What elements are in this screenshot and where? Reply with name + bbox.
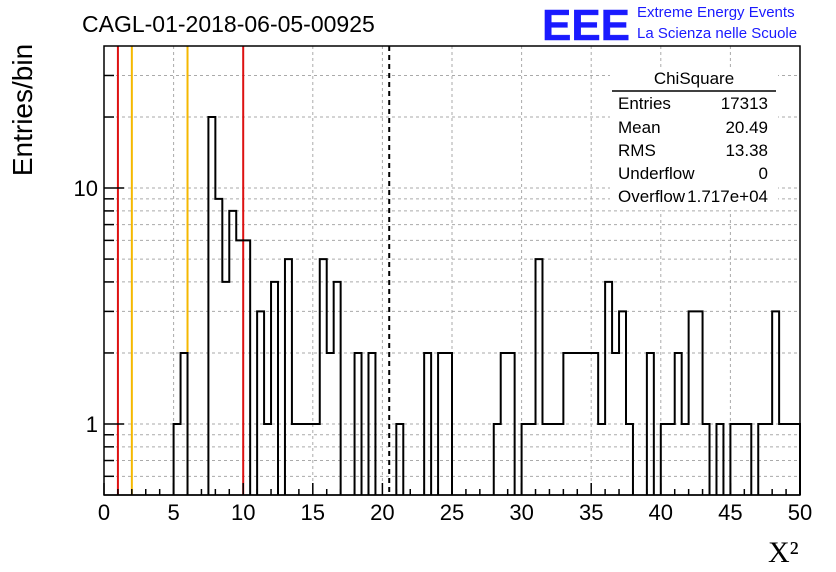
x-tick-label: 20	[370, 500, 394, 525]
y-tick-label: 1	[86, 412, 98, 437]
eee-logo-text: EEE	[542, 1, 630, 50]
stats-label-underflow: Underflow	[618, 164, 695, 183]
eee-logo: EEE	[542, 1, 631, 51]
x-tick-label: 10	[231, 500, 255, 525]
x-tick-label: 0	[98, 500, 110, 525]
stats-value-entries: 17313	[721, 94, 768, 113]
stats-label-mean: Mean	[618, 118, 661, 137]
stats-title: ChiSquare	[654, 69, 734, 88]
stats-value-underflow: 0	[759, 164, 768, 183]
reference-lines	[116, 46, 391, 495]
chart-title: CAGL-01-2018-06-05-00925	[82, 11, 375, 37]
x-tick-label: 35	[579, 500, 603, 525]
x-tick-label: 5	[167, 500, 179, 525]
stats-value-mean: 20.49	[725, 118, 768, 137]
stats-label-rms: RMS	[618, 141, 656, 160]
y-axis: 1 10	[74, 74, 124, 478]
brand-line-1: Extreme Energy Events	[637, 4, 795, 21]
histogram-outline	[172, 116, 801, 495]
y-tick-label: 10	[74, 176, 98, 201]
x-tick-label: 40	[649, 500, 673, 525]
x-tick-label: 30	[509, 500, 533, 525]
x-tick-label: 45	[718, 500, 742, 525]
brand-line-2: La Scienza nelle Scuole	[637, 25, 797, 42]
x-axis: 0 5 10 15 20 25 30 35 40 45 50	[98, 483, 812, 525]
x-axis-label: X²	[768, 536, 799, 569]
stats-label-overflow: Overflow	[618, 187, 686, 206]
x-tick-label: 25	[440, 500, 464, 525]
x-tick-label: 15	[301, 500, 325, 525]
stats-value-rms: 13.38	[725, 141, 768, 160]
y-axis-label: Entries/bin	[7, 44, 38, 176]
stats-value-overflow: 1.717e+04	[687, 187, 768, 206]
x-tick-label: 50	[788, 500, 812, 525]
stats-label-entries: Entries	[618, 94, 671, 113]
stats-box: ChiSquare Entries 17313 Mean 20.49 RMS 1…	[610, 68, 778, 210]
